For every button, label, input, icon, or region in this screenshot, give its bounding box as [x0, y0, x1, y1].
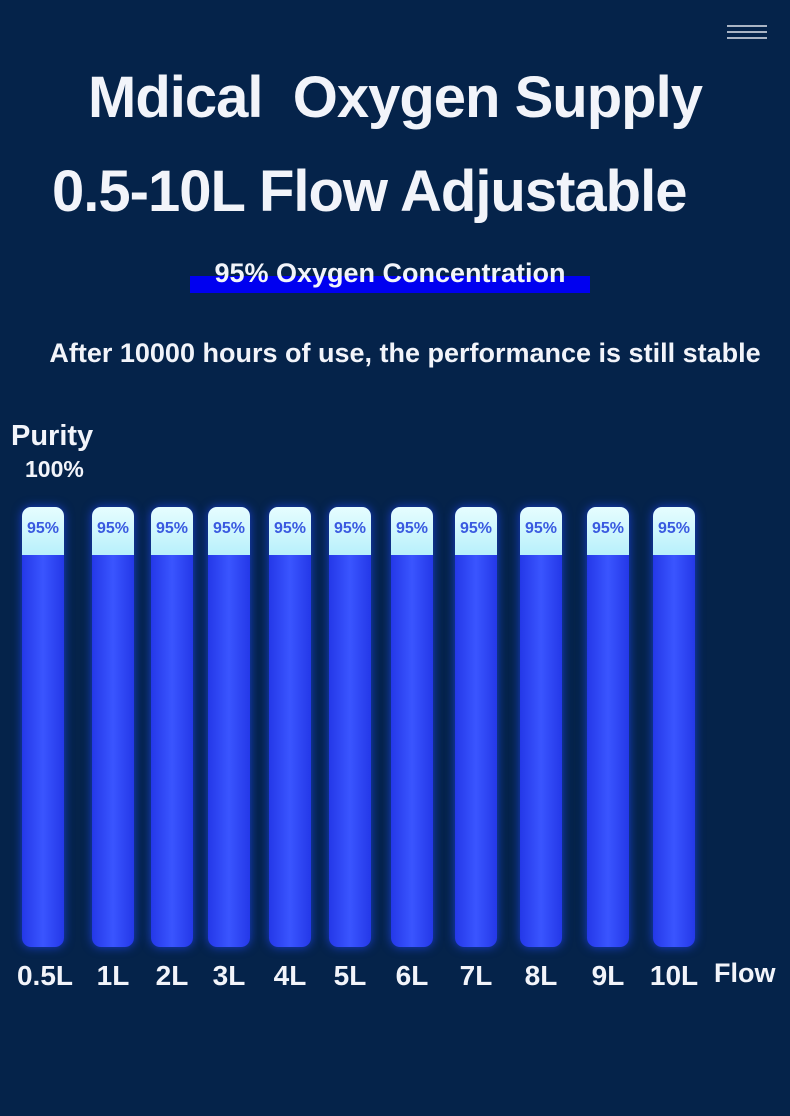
x-tick-label: 10L	[649, 960, 699, 991]
bar-0.5L	[22, 507, 64, 947]
bar-cap: 95%	[587, 507, 629, 556]
bar-cap: 95%	[329, 507, 371, 556]
x-tick-label: 7L	[459, 960, 493, 991]
x-tick-label: 0.5L	[16, 960, 74, 991]
x-tick-label: 4L	[273, 960, 307, 991]
page-subtitle: 0.5-10L Flow Adjustable	[52, 159, 687, 224]
x-tick-label: 8L	[524, 960, 558, 991]
x-tick-label: 5L	[333, 960, 367, 991]
bar-cap: 95%	[92, 507, 134, 556]
x-tick-label: 9L	[591, 960, 625, 991]
x-axis-label: Flow	[714, 958, 776, 988]
x-tick-label: 6L	[395, 960, 429, 991]
concentration-text: 95% Oxygen Concentration	[214, 258, 566, 288]
data-label: 95%	[591, 520, 625, 538]
bar-cap: 95%	[208, 507, 250, 556]
x-tick-label: 1L	[96, 960, 130, 991]
x-tick-label: 3L	[212, 960, 246, 991]
y-axis-max-label: 100%	[25, 456, 84, 482]
hamburger-menu-icon[interactable]	[727, 25, 767, 41]
data-label: 95%	[333, 520, 367, 538]
bar-cap: 95%	[22, 507, 64, 556]
bar-3L	[208, 507, 250, 947]
bar-cap: 95%	[520, 507, 562, 556]
bar-7L	[455, 507, 497, 947]
bar-6L	[391, 507, 433, 947]
bar-2L	[151, 507, 193, 947]
highlight-bar	[190, 276, 590, 293]
bar-1L	[92, 507, 134, 947]
bar-8L	[520, 507, 562, 947]
data-label: 95%	[26, 520, 60, 538]
page-title: Mdical Oxygen Supply	[88, 65, 703, 130]
data-label: 95%	[459, 520, 493, 538]
x-tick-label: 2L	[155, 960, 189, 991]
bar-10L	[653, 507, 695, 947]
bar-cap: 95%	[391, 507, 433, 556]
data-label: 95%	[524, 520, 558, 538]
data-label: 95%	[395, 520, 429, 538]
bar-9L	[587, 507, 629, 947]
data-label: 95%	[96, 520, 130, 538]
bar-cap: 95%	[455, 507, 497, 556]
bar-cap: 95%	[653, 507, 695, 556]
data-label: 95%	[155, 520, 189, 538]
bar-4L	[269, 507, 311, 947]
tagline: After 10000 hours of use, the performanc…	[49, 338, 761, 368]
data-label: 95%	[273, 520, 307, 538]
data-label: 95%	[212, 520, 246, 538]
bar-cap: 95%	[269, 507, 311, 556]
data-label: 95%	[657, 520, 691, 538]
bar-cap: 95%	[151, 507, 193, 556]
bar-5L	[329, 507, 371, 947]
y-axis-label: Purity	[11, 420, 94, 452]
